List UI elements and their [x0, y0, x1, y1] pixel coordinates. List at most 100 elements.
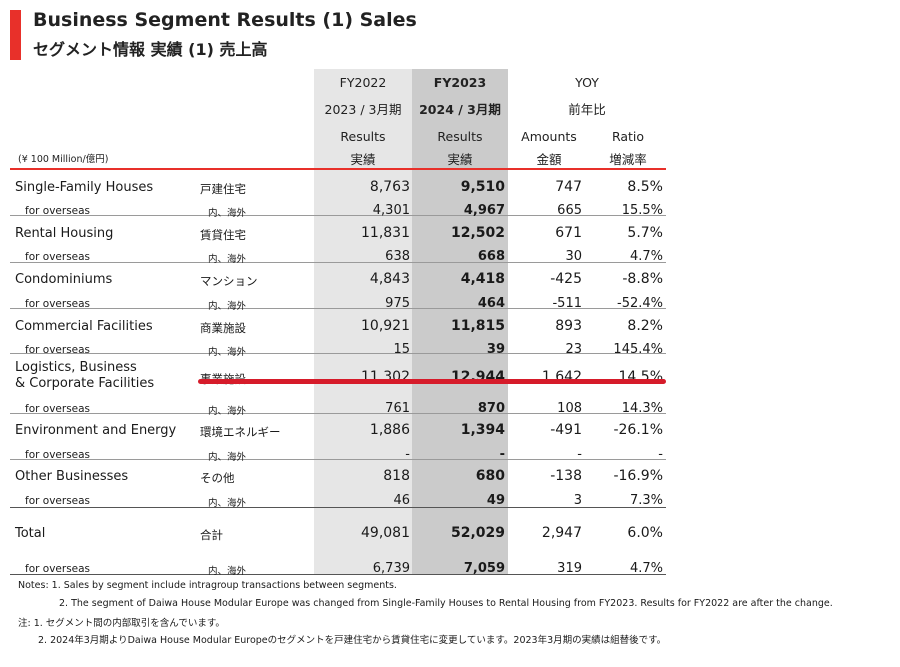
yoy-ratio-value: 145.4% [613, 342, 663, 357]
yoy-amount-value: 665 [557, 203, 582, 218]
fy2022-value: 638 [385, 249, 410, 264]
segment-label: Single-Family Houses [15, 180, 154, 195]
segment-label: Environment and Energy [15, 423, 177, 438]
fy2022-results-label-ja: 実績 [350, 152, 376, 167]
overseas-label-ja: 内、海外 [208, 208, 247, 219]
row-separator [10, 574, 666, 575]
row-separator [10, 308, 666, 309]
fy2023-period: 2024 / 3月期 [419, 102, 501, 117]
fy2023-value: 39 [486, 342, 505, 357]
yoy-amount-value: 893 [555, 318, 582, 334]
header-divider [10, 168, 666, 170]
fy2023-value: - [499, 447, 505, 462]
yoy-ratio-value: -26.1% [613, 422, 663, 438]
yoy-ratio-value: -52.4% [617, 296, 663, 311]
fy2022-value: 10,921 [361, 318, 410, 334]
overseas-label: for overseas [25, 205, 91, 217]
yoy-amount-value: 3 [573, 493, 582, 508]
overseas-label-ja: 内、海外 [208, 406, 247, 417]
yoy-ratio-value: 8.5% [627, 179, 663, 195]
overseas-label: for overseas [25, 344, 91, 356]
row-separator [10, 459, 666, 460]
fy2023-header: FY2023 [433, 75, 487, 90]
page-subtitle-ja: セグメント情報 実績 (1) 売上高 [33, 40, 268, 59]
yoy-ratio-value: 4.7% [629, 561, 663, 576]
fy2023-results-label: Results [437, 129, 483, 144]
yoy-amount-value: 671 [555, 225, 582, 241]
fy2022-period: 2023 / 3月期 [324, 102, 402, 117]
yoy-amount-value: -491 [550, 422, 582, 438]
fy2023-value: 1,394 [460, 422, 505, 438]
fy2023-column-shade [412, 69, 508, 575]
unit-label: (¥ 100 Million/億円) [18, 154, 109, 165]
title-accent-bar [10, 10, 21, 60]
note-en-1: Notes: 1. Sales by segment include intra… [18, 580, 397, 591]
fy2023-value: 7,059 [463, 561, 505, 576]
note-ja-1: 注: 1. セグメント間の内部取引を含んでいます。 [18, 618, 225, 629]
fy2022-value: 49,081 [361, 525, 410, 541]
yoy-header-ja: 前年比 [568, 102, 606, 117]
overseas-label-ja: 内、海外 [208, 452, 247, 463]
segment-label-ja: マンション [200, 274, 258, 288]
note-ja-2: 2. 2024年3月期よりDaiwa House Modular Europeの… [38, 635, 667, 646]
yoy-ratio-value: 6.0% [627, 525, 663, 541]
yoy-ratio-value: 7.3% [629, 493, 663, 508]
segment-label-ja: 合計 [200, 528, 223, 542]
fy2022-value: 818 [383, 468, 410, 484]
overseas-label-ja: 内、海外 [208, 301, 247, 312]
fy2023-value: 4,418 [460, 271, 505, 287]
yoy-ratio-value: 4.7% [629, 249, 663, 264]
yoy-ratio-value: 14.3% [621, 401, 663, 416]
fy2022-column-shade [314, 69, 412, 575]
fy2022-value: 11,831 [361, 225, 410, 241]
segment-label-ja: 環境エネルギー [200, 425, 281, 439]
yoy-amount-value: 30 [565, 249, 582, 264]
fy2023-value: 668 [477, 249, 505, 264]
yoy-amount-value: 108 [557, 401, 582, 416]
yoy-amount-value: -511 [552, 296, 582, 311]
fy2023-value: 11,815 [450, 318, 505, 334]
page-title: Business Segment Results (1) Sales [33, 9, 417, 31]
segment-label-ja: 戸建住宅 [200, 182, 246, 196]
yoy-amount-value: 2,947 [541, 525, 582, 541]
row-separator [10, 507, 666, 508]
fy2023-value: 12,502 [450, 225, 505, 241]
fy2022-value: 1,886 [369, 422, 410, 438]
fy2023-results-label-ja: 実績 [447, 152, 473, 167]
segment-label-line2: & Corporate Facilities [15, 376, 155, 391]
fy2022-results-label: Results [340, 129, 386, 144]
fy2023-value: 9,510 [460, 179, 505, 195]
row-separator [10, 262, 666, 263]
segment-label-ja: 商業施設 [200, 321, 246, 335]
fy2022-value: 8,763 [369, 179, 410, 195]
fy2023-value: 49 [486, 493, 505, 508]
overseas-label-ja: 内、海外 [208, 254, 247, 265]
yoy-ratio-value: -8.8% [622, 271, 663, 287]
fy2023-value: 680 [475, 468, 505, 484]
yoy-ratio-value: - [658, 447, 663, 462]
overseas-label: for overseas [25, 563, 91, 575]
ratio-header-ja: 増減率 [609, 152, 647, 167]
yoy-amount-value: 747 [555, 179, 582, 195]
fy2022-value: 6,739 [372, 561, 410, 576]
yoy-amount-value: 319 [557, 561, 582, 576]
segment-label-ja: その他 [200, 471, 235, 485]
row-separator [10, 215, 666, 216]
yoy-ratio-value: 5.7% [627, 225, 663, 241]
overseas-label: for overseas [25, 495, 91, 507]
amounts-header-ja: 金額 [536, 152, 562, 167]
fy2023-value: 4,967 [463, 203, 505, 218]
overseas-label-ja: 内、海外 [208, 498, 247, 509]
yoy-amount-value: - [577, 447, 582, 462]
overseas-label-ja: 内、海外 [208, 566, 247, 577]
note-en-2: 2. The segment of Daiwa House Modular Eu… [59, 598, 833, 609]
segment-label: Other Businesses [15, 469, 129, 484]
fy2022-value: 46 [393, 493, 410, 508]
fy2023-value: 52,029 [450, 525, 505, 541]
fy2022-header: FY2022 [339, 75, 387, 90]
yoy-ratio-value: 8.2% [627, 318, 663, 334]
yoy-ratio-value: 15.5% [621, 203, 663, 218]
amounts-header: Amounts [521, 129, 577, 144]
row-separator [10, 413, 666, 414]
yoy-amount-value: -425 [550, 271, 582, 287]
